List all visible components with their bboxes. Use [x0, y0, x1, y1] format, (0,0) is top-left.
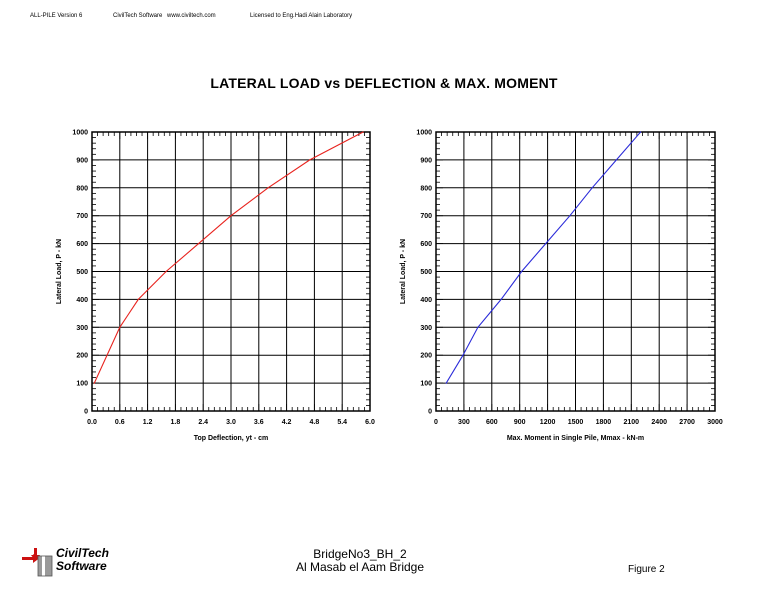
x-tick-label: 2700	[679, 419, 695, 426]
data-point	[165, 270, 167, 273]
header-software: ALL-PILE Version 6	[30, 13, 83, 19]
x-tick-label: 4.8	[310, 419, 320, 426]
y-tick-label: 200	[76, 353, 88, 360]
data-point	[520, 270, 523, 273]
data-point	[477, 326, 479, 328]
y-tick-label: 100	[420, 381, 432, 388]
y-tick-label: 1000	[72, 130, 88, 137]
y-axis-label: Lateral Load, P - kN	[400, 239, 407, 304]
data-point	[615, 159, 618, 161]
data-point	[640, 131, 642, 133]
project-location: Al Masab el Aam Bridge	[295, 560, 425, 574]
data-point	[500, 298, 502, 300]
x-tick-label: 3.6	[254, 419, 264, 426]
x-tick-label: 1800	[596, 419, 612, 426]
y-tick-label: 600	[420, 241, 432, 248]
x-axis-label: Max. Moment in Single Pile, Mmax - kN-m	[507, 435, 644, 442]
data-point	[93, 382, 95, 384]
y-tick-label: 100	[76, 381, 88, 388]
data-point	[230, 215, 232, 217]
y-tick-label: 400	[420, 297, 432, 304]
y-tick-label: 600	[76, 241, 88, 248]
x-tick-label: 2100	[624, 419, 640, 426]
header-website: www.civiltech.com	[167, 13, 216, 19]
plot-frame	[91, 131, 371, 412]
x-tick-label: 1.8	[171, 419, 181, 426]
data-point	[545, 243, 547, 245]
y-tick-label: 1000	[416, 130, 432, 137]
y-tick-label: 900	[76, 157, 88, 164]
y-tick-label: 800	[420, 185, 432, 192]
x-tick-label: 0.6	[115, 419, 125, 426]
project-name: BridgeNo3_BH_2	[313, 547, 407, 561]
x-tick-label: 0.0	[87, 419, 97, 426]
x-tick-label: 600	[486, 419, 498, 426]
data-point	[119, 326, 121, 328]
x-tick-label: 2400	[651, 419, 667, 426]
figure-label: Figure 2	[628, 564, 665, 575]
data-point	[267, 187, 269, 189]
x-tick-label: 0	[434, 419, 438, 426]
y-tick-label: 300	[420, 325, 432, 332]
data-point	[569, 215, 571, 217]
x-tick-label: 4.2	[282, 419, 292, 426]
data-point	[197, 243, 200, 245]
x-tick-label: 6.0	[365, 419, 375, 426]
x-tick-label: 1.2	[143, 419, 153, 426]
page-title: LATERAL LOAD vs DEFLECTION & MAX. MOMENT	[210, 75, 558, 91]
y-tick-label: 500	[420, 269, 432, 276]
y-tick-label: 800	[76, 185, 88, 192]
x-tick-label: 1500	[568, 419, 584, 426]
x-tick-label: 2.4	[198, 419, 208, 426]
y-tick-label: 400	[76, 297, 88, 304]
data-point	[137, 298, 139, 300]
y-axis-label: Lateral Load, P - kN	[56, 239, 63, 304]
logo-text: CivilTech Software	[56, 547, 109, 573]
data-point	[591, 187, 593, 189]
x-tick-label: 1200	[540, 419, 556, 426]
data-point	[309, 159, 311, 161]
x-tick-label: 3.0	[226, 419, 236, 426]
project-info: BridgeNo3_BH_2 Al Masab el Aam Bridge	[260, 548, 460, 574]
x-axis-label: Top Deflection, yt - cm	[194, 435, 269, 442]
y-tick-label: 0	[84, 409, 88, 416]
x-tick-label: 3000	[707, 419, 723, 426]
x-tick-label: 900	[514, 419, 526, 426]
logo-line-1: CivilTech	[56, 546, 109, 560]
y-tick-label: 700	[76, 213, 88, 220]
plot-frame	[435, 131, 716, 412]
x-tick-label: 300	[458, 419, 470, 426]
y-tick-label: 0	[428, 409, 432, 416]
header-license: Licensed to Eng.Hadi Alain Laboratory	[250, 13, 353, 19]
data-point	[462, 354, 464, 356]
data-point	[362, 131, 364, 133]
y-tick-label: 500	[76, 269, 88, 276]
civiltech-logo-icon	[22, 548, 53, 577]
y-tick-label: 700	[420, 213, 432, 220]
y-tick-label: 900	[420, 157, 432, 164]
y-tick-label: 200	[420, 353, 432, 360]
x-tick-label: 5.4	[337, 419, 347, 426]
y-tick-label: 300	[76, 325, 88, 332]
series-line-0	[445, 131, 642, 384]
data-point	[445, 382, 447, 384]
logo-line-2: Software	[56, 559, 107, 573]
header-company: CivilTech Software	[113, 13, 163, 19]
